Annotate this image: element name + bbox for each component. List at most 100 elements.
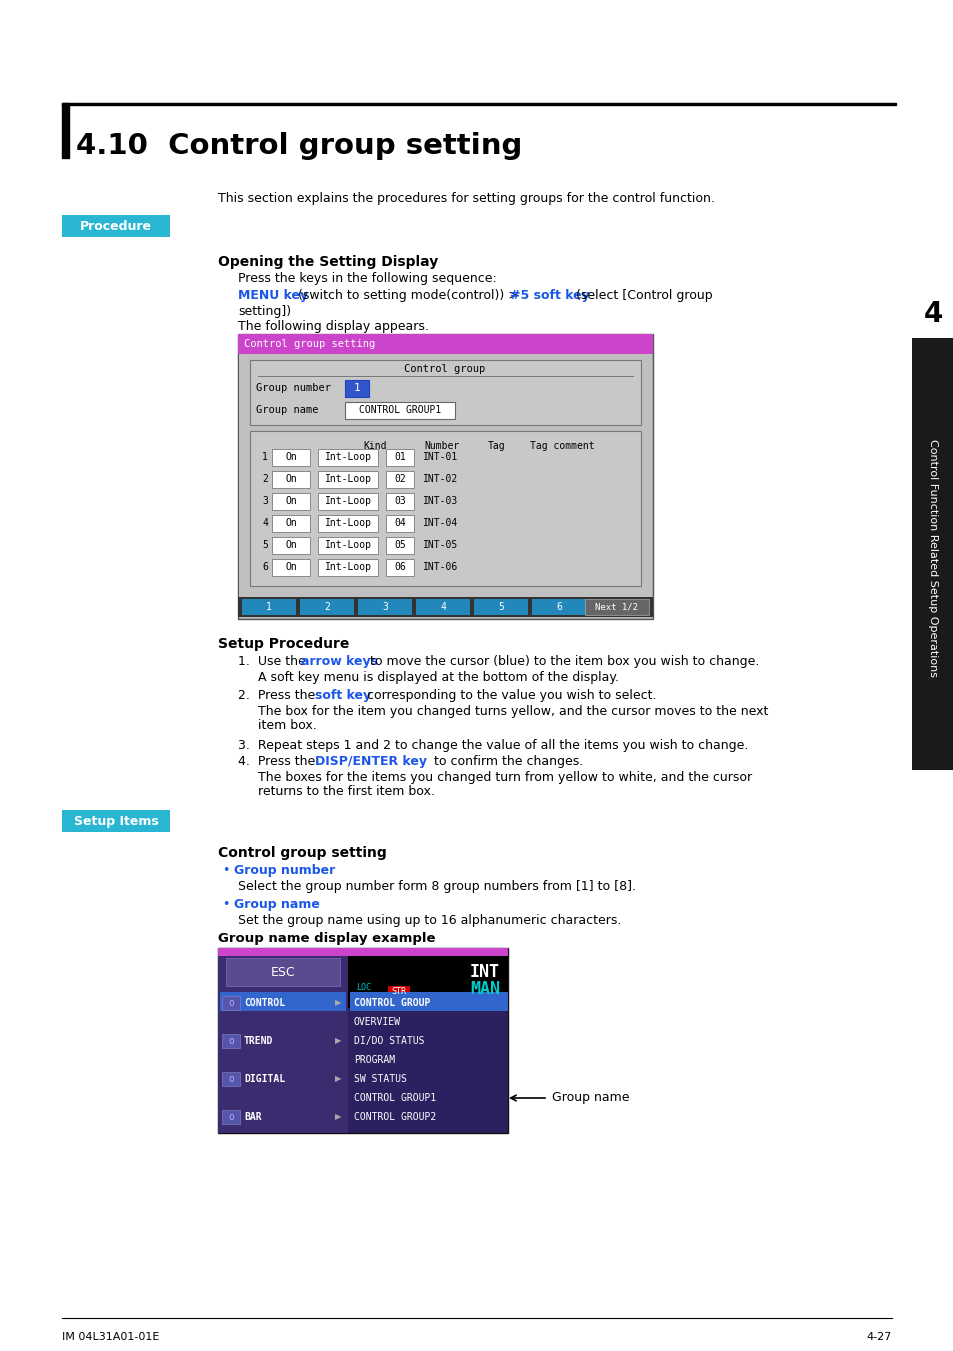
Text: arrow keys: arrow keys (301, 655, 377, 667)
Text: item box.: item box. (257, 719, 316, 732)
Text: IM 04L31A01-01E: IM 04L31A01-01E (62, 1332, 159, 1342)
Bar (386, 559, 414, 576)
Bar (388, 986, 410, 998)
Text: CONTROL: CONTROL (244, 998, 285, 1008)
Text: ▶: ▶ (335, 1074, 341, 1084)
Text: CONTROL GROUP1: CONTROL GROUP1 (354, 1093, 436, 1102)
Bar (250, 431, 640, 586)
Text: ▶: ▶ (335, 1036, 341, 1046)
Bar (237, 334, 652, 619)
Text: Int-Loop: Int-Loop (324, 517, 371, 528)
Text: Group number: Group number (233, 865, 335, 877)
Text: Group name: Group name (233, 898, 319, 911)
Text: Number: Number (423, 440, 458, 451)
Text: o: o (228, 1036, 233, 1046)
Text: Tag comment: Tag comment (530, 440, 595, 451)
Text: to move the cursor (blue) to the item box you wish to change.: to move the cursor (blue) to the item bo… (366, 655, 759, 667)
Text: returns to the first item box.: returns to the first item box. (257, 785, 435, 798)
Text: The following display appears.: The following display appears. (237, 320, 429, 332)
Text: DI/DO STATUS: DI/DO STATUS (354, 1036, 424, 1046)
Bar (317, 536, 377, 554)
Text: ESC: ESC (271, 966, 295, 978)
Text: Int-Loop: Int-Loop (324, 453, 371, 462)
Bar (317, 559, 377, 576)
Bar (222, 996, 240, 1011)
Text: CONTROL GROUP2: CONTROL GROUP2 (354, 1112, 436, 1121)
Text: 3: 3 (262, 496, 268, 507)
Text: Int-Loop: Int-Loop (324, 496, 371, 507)
Bar (218, 957, 348, 1133)
Text: Int-Loop: Int-Loop (324, 540, 371, 550)
Text: 04: 04 (394, 517, 405, 528)
Text: Set the group name using up to 16 alphanumeric characters.: Set the group name using up to 16 alphan… (237, 915, 620, 927)
Text: Tag: Tag (487, 440, 504, 451)
Bar (317, 515, 377, 532)
Text: Procedure: Procedure (80, 219, 152, 232)
Text: ▶: ▶ (335, 1112, 341, 1121)
Text: DIGITAL: DIGITAL (244, 1074, 285, 1084)
Text: 3.  Repeat steps 1 and 2 to change the value of all the items you wish to change: 3. Repeat steps 1 and 2 to change the va… (237, 739, 747, 753)
Bar (220, 992, 346, 1011)
Text: 5: 5 (262, 540, 268, 550)
Text: The boxes for the items you changed turn from yellow to white, and the cursor: The boxes for the items you changed turn… (257, 771, 751, 784)
Bar (237, 334, 652, 354)
Text: 4: 4 (923, 300, 942, 328)
Text: 3: 3 (381, 603, 388, 612)
Bar (317, 471, 377, 488)
Bar (386, 449, 414, 466)
Text: INT-01: INT-01 (422, 453, 457, 462)
Text: STR: STR (391, 988, 406, 997)
Text: PROGRAM: PROGRAM (354, 1055, 395, 1065)
Bar (272, 471, 310, 488)
Bar (474, 598, 527, 615)
Bar (272, 536, 310, 554)
Text: Group name: Group name (552, 1092, 629, 1105)
Text: This section explains the procedures for setting groups for the control function: This section explains the procedures for… (218, 192, 714, 205)
Text: INT-04: INT-04 (422, 517, 457, 528)
Text: Kind: Kind (363, 440, 387, 451)
Text: OVERVIEW: OVERVIEW (354, 1017, 400, 1027)
Bar (218, 948, 507, 957)
Text: 4.10  Control group setting: 4.10 Control group setting (76, 132, 522, 159)
Bar (62, 103, 895, 105)
Bar (345, 403, 455, 419)
Bar (584, 598, 648, 615)
Bar (416, 598, 470, 615)
Bar (272, 515, 310, 532)
Bar (62, 215, 170, 236)
Bar (911, 290, 953, 770)
Text: 1: 1 (354, 382, 360, 393)
Text: Control group setting: Control group setting (218, 846, 386, 861)
Bar (299, 598, 354, 615)
Text: 01: 01 (394, 453, 405, 462)
Text: On: On (285, 540, 296, 550)
Text: o: o (228, 998, 233, 1008)
Bar (272, 449, 310, 466)
Text: Next 1/2: Next 1/2 (595, 603, 638, 612)
Text: Control group: Control group (404, 363, 485, 374)
Text: Group name: Group name (255, 405, 318, 415)
Text: Group name display example: Group name display example (218, 932, 435, 944)
Text: On: On (285, 453, 296, 462)
Text: A soft key menu is displayed at the bottom of the display.: A soft key menu is displayed at the bott… (257, 671, 618, 684)
Text: 4: 4 (262, 517, 268, 528)
Bar (911, 290, 953, 338)
Bar (348, 957, 507, 1008)
Text: 4.  Press the: 4. Press the (237, 755, 319, 767)
Text: 5: 5 (497, 603, 503, 612)
Text: (switch to setting mode(control)) >: (switch to setting mode(control)) > (294, 289, 522, 303)
Text: 1: 1 (262, 453, 268, 462)
Bar (218, 948, 507, 1133)
Text: INT-05: INT-05 (422, 540, 457, 550)
Text: 06: 06 (394, 562, 405, 571)
Text: SW STATUS: SW STATUS (354, 1074, 406, 1084)
Text: 4-27: 4-27 (865, 1332, 891, 1342)
Bar (250, 359, 640, 426)
Text: LOC: LOC (355, 984, 371, 992)
Text: Group number: Group number (255, 382, 331, 393)
Text: Control Function Related Setup Operations: Control Function Related Setup Operation… (927, 439, 937, 677)
Text: INT: INT (470, 963, 499, 981)
Bar (386, 471, 414, 488)
Text: Int-Loop: Int-Loop (324, 562, 371, 571)
Text: Control group setting: Control group setting (244, 339, 375, 349)
